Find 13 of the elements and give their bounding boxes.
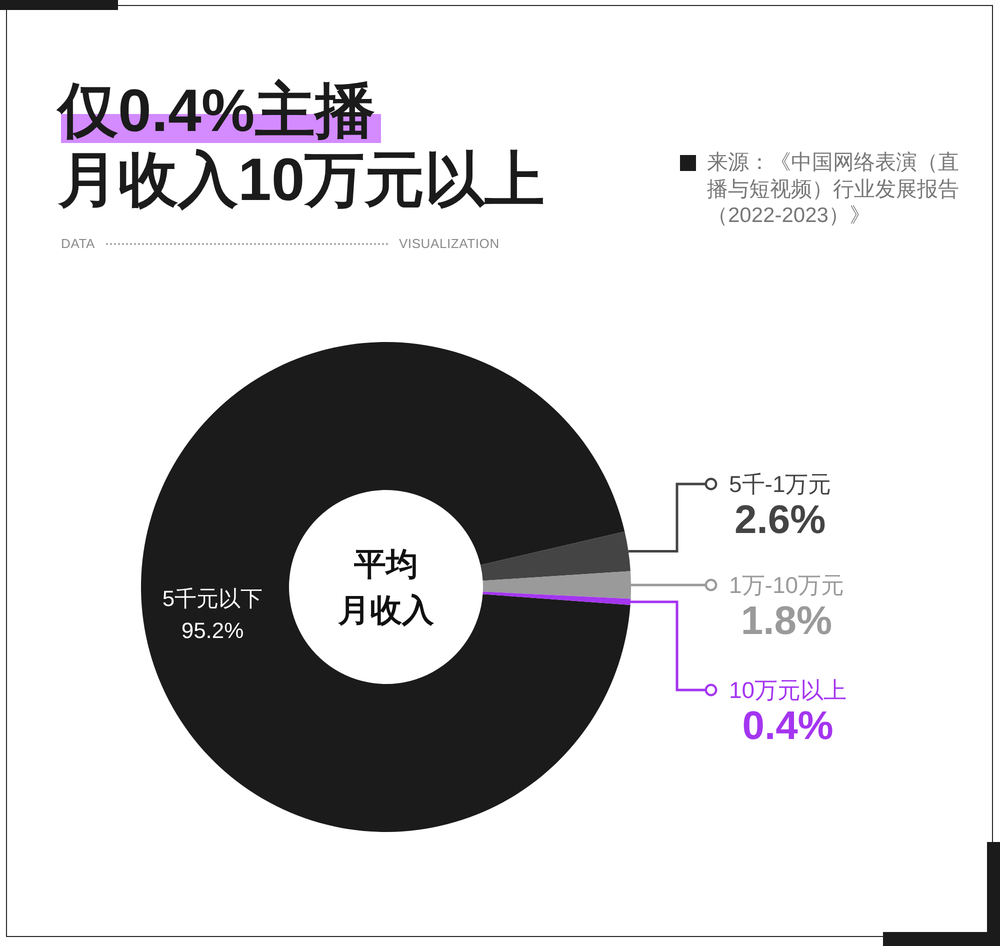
source-note: 来源：《中国网络表演（直播与短视频）行业发展报告（2022-2023）》 (707, 150, 960, 229)
slice-label: 5千元以下 (162, 586, 263, 611)
chart-title: 仅0.4%主播月收入10万元以上 (58, 77, 545, 213)
legend-label: 5千-1万元 (729, 471, 832, 497)
data-label: 1.8% (740, 598, 832, 643)
text: VISUALIZATION (398, 236, 500, 252)
legend-label: 10万元以上 (729, 677, 847, 703)
data-label: 95.2% (181, 618, 244, 643)
data-label: 2.6% (734, 498, 826, 542)
text: DATA (61, 236, 95, 252)
text: 平均月收入 (338, 545, 434, 630)
data-label: 0.4% (742, 704, 834, 748)
legend-label: 1万-10万元 (729, 572, 844, 598)
